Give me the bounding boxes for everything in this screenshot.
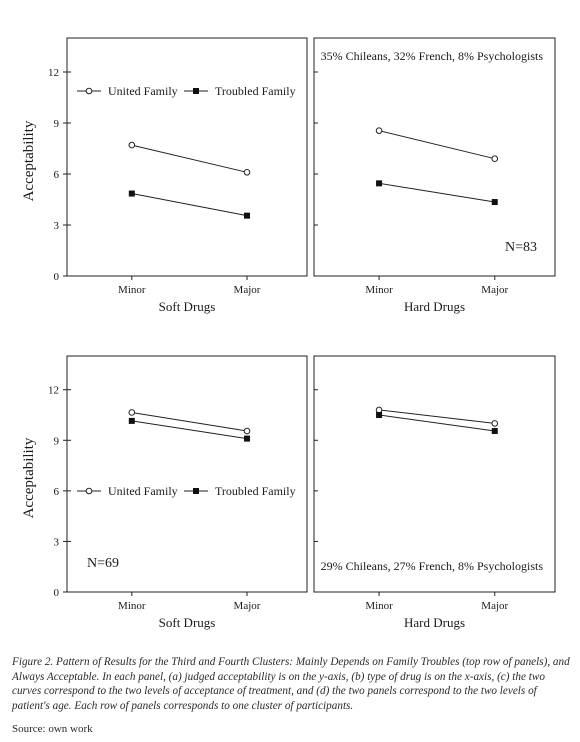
row-1-panel-2-series-2-line <box>378 182 495 203</box>
row-1-panel-2-x-tick-label-major: Major <box>481 284 508 296</box>
row-2-panel-1-x-axis-title: Soft Drugs <box>159 615 216 630</box>
row-1-panel-1-series-1-point-2 <box>243 169 251 176</box>
row-1-panel-1-series-1-line <box>131 144 248 173</box>
figure-caption: Figure 2. Pattern of Results for the Thi… <box>12 656 570 712</box>
row-2-panel-1-series-2-line <box>131 420 248 440</box>
row-2-legend-troubled-label: Troubled Family <box>215 484 296 498</box>
row-2-panel-2-x-tick-label-major: Major <box>481 600 508 612</box>
row-1-panel-1-x-tick-label-minor: Minor <box>118 284 146 296</box>
row-2-panel-2-frame <box>313 355 556 593</box>
row-1-panel-2-annotation: 35% Chileans, 32% French, 8% Psychologis… <box>321 49 544 63</box>
row-2-panel-1-x-tick-label-minor: Minor <box>118 600 146 612</box>
row-1-panel-2-series-1-point-1 <box>375 127 383 134</box>
row-1-panel-1-series-2-point-2 <box>244 212 250 219</box>
row-1-panel-1-y-tick-label-12: 12 <box>48 67 59 79</box>
figure-chart: Acceptability 0 3 6 9 12 Minor Major Soft Drugs M… <box>21 37 556 630</box>
row-2-panel-2-annotation: 29% Chileans, 27% French, 8% Psychologis… <box>321 559 544 573</box>
row-1-legend-united-marker <box>85 87 93 95</box>
row-2-panel-2-series-2-point-2 <box>491 428 498 435</box>
row-2-n-note: N=69 <box>87 556 119 571</box>
row-2-legend-united-label: United Family <box>108 484 178 498</box>
row-1-panel-2-series-1-point-2 <box>491 155 499 162</box>
row-2-panel-1-series-2-point-2 <box>244 435 250 442</box>
row-1-panel-2-series-2-point-1 <box>376 180 383 187</box>
row-2-panel-2-series-1-point-2 <box>491 420 499 427</box>
row-2-panel-1-y-tick-label-9: 9 <box>54 435 60 447</box>
row-2-panel-2-series-1-line <box>379 409 495 424</box>
row-1-panel-1-y-tick-label-0: 0 <box>54 271 60 283</box>
row-1-panel-1-x-tick-label-major: Major <box>234 284 261 296</box>
row-2-panel-1-series-1-point-2 <box>243 427 251 435</box>
row-2-y-axis-title: Acceptability <box>21 437 37 518</box>
row-2-panel-2-series-2-point-1 <box>376 412 383 418</box>
row-2-panel-1-series-1-line <box>131 411 248 432</box>
row-1-panel-1-y-tick-label-9: 9 <box>54 118 60 130</box>
row-2-panel-2-x-axis-title: Hard Drugs <box>404 615 465 630</box>
row-1-legend-united-label: United Family <box>108 84 178 98</box>
row-2-panel-1-y-tick-label-0: 0 <box>54 587 60 599</box>
row-1-legend-troubled-label: Troubled Family <box>215 84 296 98</box>
row-1-panel-1-frame <box>66 37 308 277</box>
row-1-panel-2-x-axis-title: Hard Drugs <box>404 299 465 314</box>
row-2-panel-1-series-2-point-1 <box>128 417 135 424</box>
row-1-y-axis-title: Acceptability <box>21 120 37 201</box>
figure-source: Source: own work <box>12 723 93 735</box>
row-1-panel-1-series-1-point-1 <box>128 141 136 149</box>
row-1-panel-1-series-2-line <box>131 193 248 217</box>
row-1-panel-2-x-tick-label-minor: Minor <box>365 284 393 296</box>
row-2-panel-1-y-tick-label-12: 12 <box>48 385 59 397</box>
row-2-panel-1-x-tick-label-major: Major <box>234 600 261 612</box>
row-2-legend-united-marker <box>85 487 93 495</box>
row-1-panel-1-x-axis-title: Soft Drugs <box>159 299 216 314</box>
row-2-panel-2-x-tick-label-minor: Minor <box>365 600 393 612</box>
row-1-panel-1-y-tick-label-3: 3 <box>54 220 60 232</box>
row-2-panel-1-y-tick-label-6: 6 <box>54 486 60 498</box>
row-1-legend-troubled-marker <box>193 88 199 94</box>
row-1-panel-1-y-tick-label-6: 6 <box>54 169 60 181</box>
row-1-panel-2-series-1-line <box>378 130 495 160</box>
row-2-panel-1-frame <box>66 355 308 593</box>
row-1-panel-2-frame <box>313 37 556 277</box>
row-2-panel-2-series-1-point-1 <box>375 406 383 414</box>
row-2-panel-1-y-tick-label-3: 3 <box>54 536 60 548</box>
row-2-legend-troubled-marker <box>193 488 199 494</box>
row-1-n-note: N=83 <box>505 240 537 255</box>
row-2-panel-2-series-2-line <box>379 414 495 432</box>
row-2-panel-1-series-1-point-1 <box>128 409 136 416</box>
row-1-panel-2-series-2-point-2 <box>491 199 498 206</box>
row-1-panel-1-series-2-point-1 <box>128 190 135 197</box>
